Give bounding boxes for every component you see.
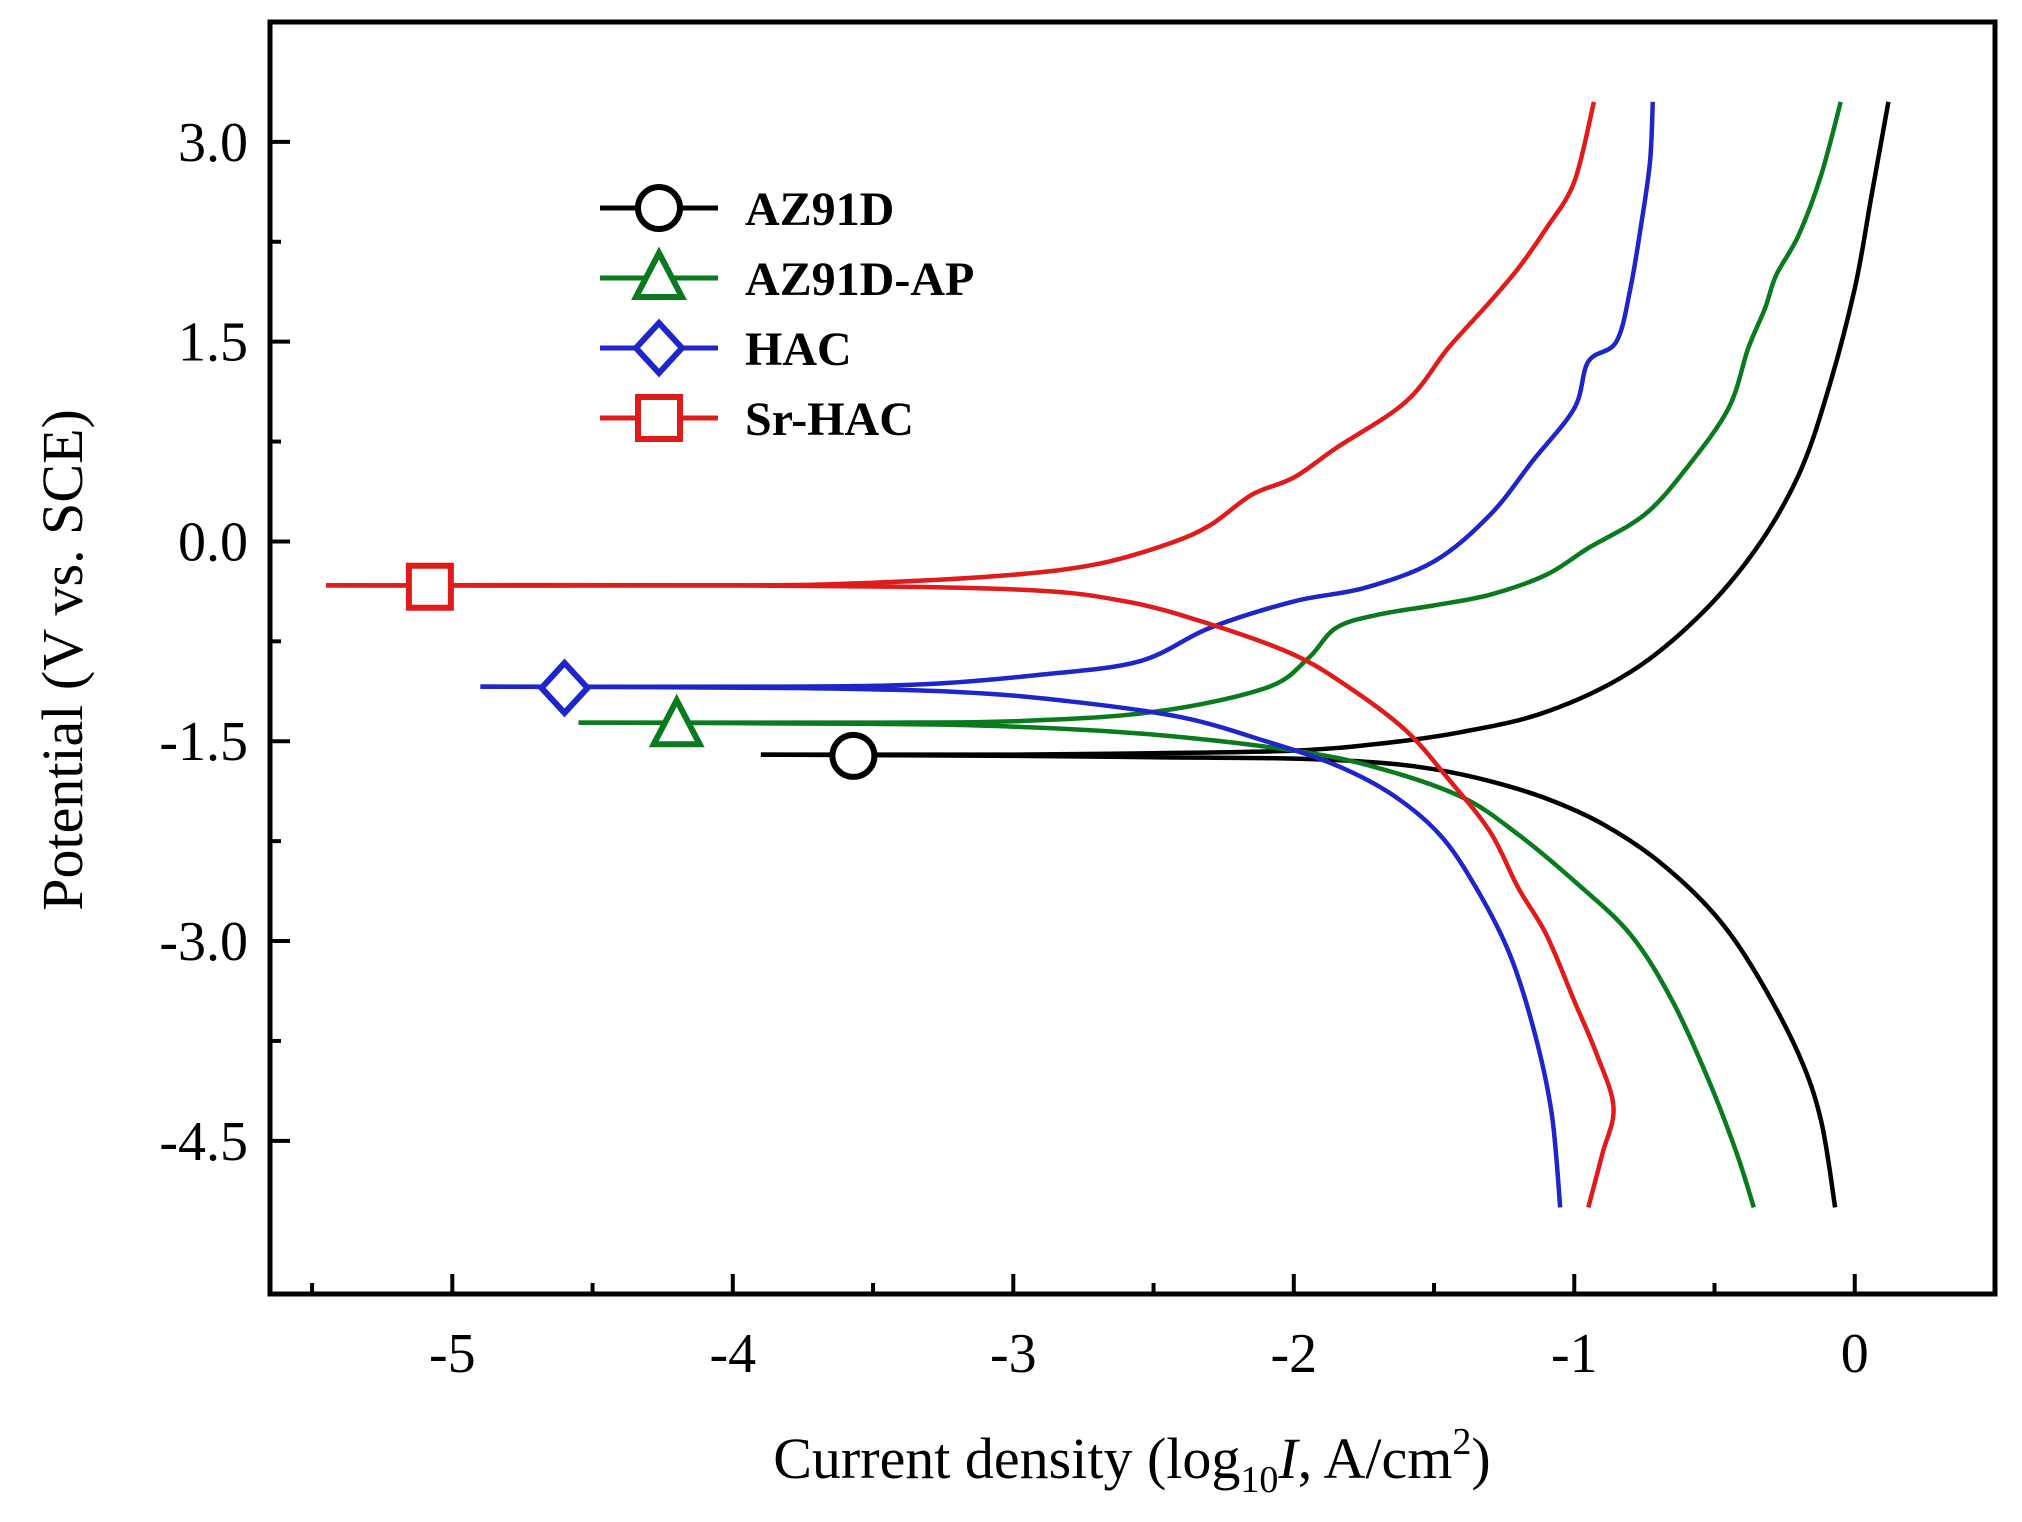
x-axis-title-sub: 10 <box>1240 1459 1278 1501</box>
sr-hac-legend-label: Sr-HAC <box>745 393 914 446</box>
x-tick-label: -4 <box>709 1323 756 1385</box>
y-tick-label: 3.0 <box>178 112 248 174</box>
hac-anodic-branch <box>480 101 1656 690</box>
hac-cathodic-branch <box>480 684 1563 1208</box>
x-axis-title-unit: , A/cm <box>1298 1426 1453 1491</box>
y-tick-label: 0.0 <box>178 511 248 573</box>
az91d-ap-legend-label: AZ91D-AP <box>745 253 974 306</box>
sr-hac-anodic-branch <box>326 101 1597 588</box>
sr-hac-cathodic-branch <box>326 582 1616 1208</box>
series-markers <box>405 562 878 780</box>
y-tick-label: -3.0 <box>159 911 248 973</box>
x-tick-label: -5 <box>429 1323 476 1385</box>
y-tick-label: -1.5 <box>159 711 248 773</box>
plot-frame <box>267 19 1998 1297</box>
x-tick-label: -3 <box>990 1323 1037 1385</box>
x-tick-label: 0 <box>1841 1323 1869 1385</box>
x-axis-title-sup: 2 <box>1452 1421 1471 1463</box>
x-tick-label: -1 <box>1551 1323 1598 1385</box>
az91d-cathodic-branch <box>760 752 1838 1208</box>
x-axis-title-close: ) <box>1471 1426 1490 1491</box>
x-axis-title-prefix: Current density (log <box>773 1426 1240 1491</box>
y-tick-label: -4.5 <box>159 1111 248 1173</box>
az91d-ap-marker <box>648 693 705 748</box>
sr-hac-marker <box>405 562 454 611</box>
legend: AZ91D AZ91D-AP HAC Sr-HAC <box>600 183 974 446</box>
series-curves <box>326 101 1891 1209</box>
y-tick-label: 1.5 <box>178 312 248 374</box>
sr-hac-legend-marker <box>635 394 683 442</box>
x-tick-label: -2 <box>1270 1323 1317 1385</box>
az91d-legend-marker <box>635 184 683 232</box>
hac-legend-marker <box>631 318 687 378</box>
az91d-legend-label: AZ91D <box>745 183 894 236</box>
y-axis-title: Potential (V vs. SCE) <box>30 409 95 911</box>
az91d-ap-legend-marker <box>631 246 687 300</box>
az91d-ap-anodic-branch <box>578 101 1843 725</box>
x-axis-title: Current density (log10I, A/cm2) <box>773 1421 1490 1501</box>
az91d-ap-cathodic-branch <box>578 720 1756 1209</box>
x-axis-title-italic: I <box>1277 1426 1300 1491</box>
az91d-anodic-branch <box>760 101 1891 757</box>
axis-ticks: -5 -4 -3 -2 -1 0 3.0 1.5 0.0 -1.5 -3.0 -4.5 <box>159 112 1868 1385</box>
az91d-marker <box>829 731 878 780</box>
hac-marker <box>537 658 592 718</box>
hac-legend-label: HAC <box>745 323 852 376</box>
